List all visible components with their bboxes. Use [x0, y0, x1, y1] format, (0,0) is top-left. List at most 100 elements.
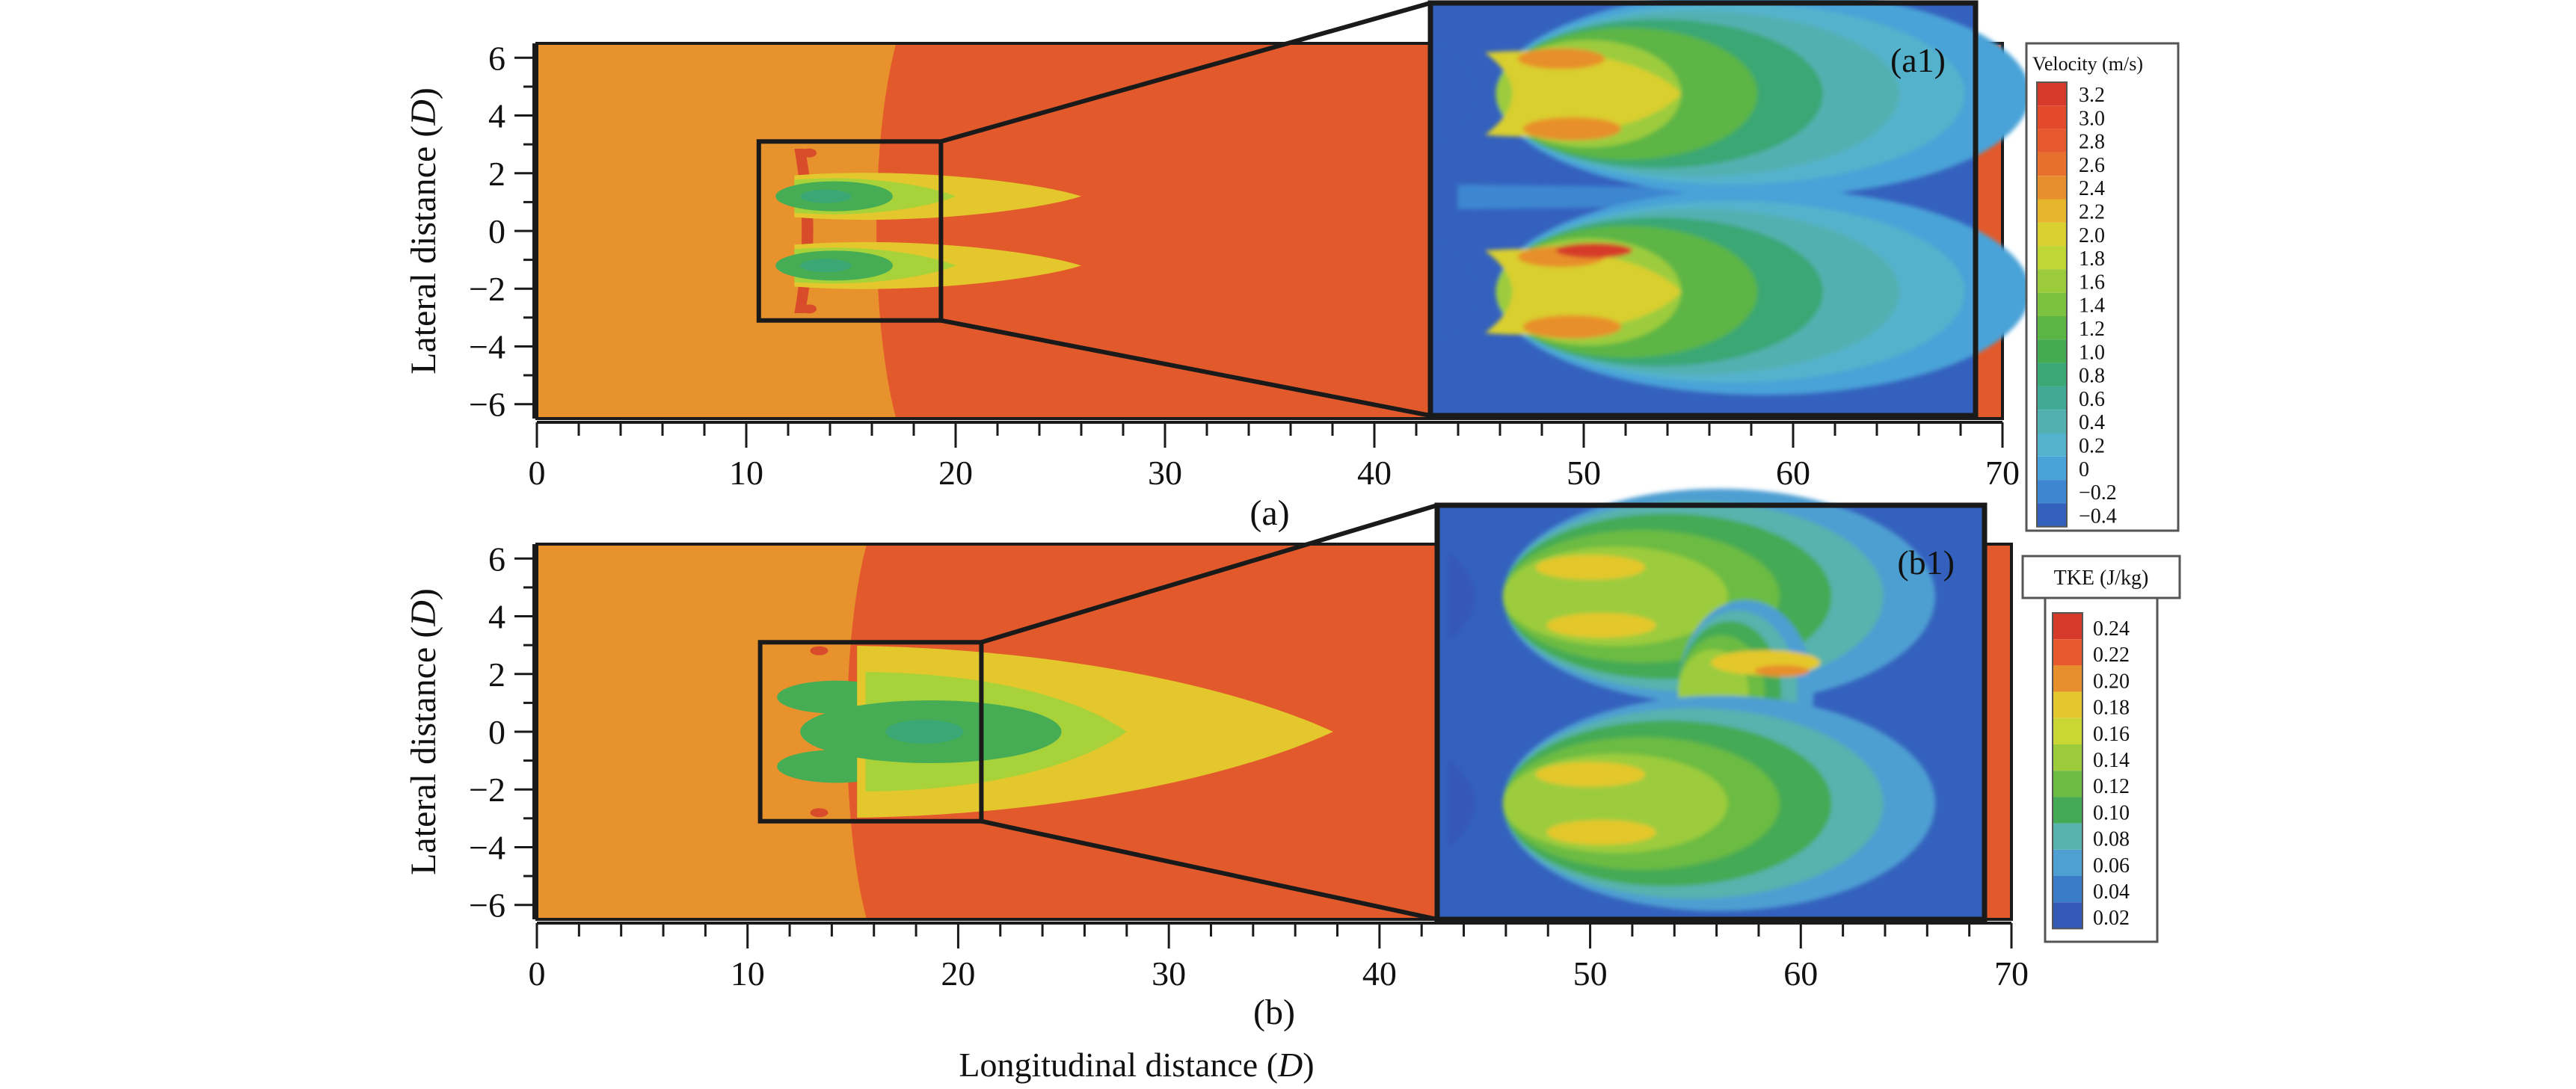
- legend-level: 0.16: [2093, 723, 2130, 746]
- legend-swatch: [2053, 691, 2082, 718]
- x-tick-label: 30: [1152, 954, 1186, 993]
- inset-lower-notch: [1448, 757, 1476, 849]
- y-tick-label: 4: [488, 598, 505, 636]
- legend-level: 0.4: [2079, 411, 2105, 434]
- legend-level: 2.4: [2079, 177, 2105, 200]
- legend-bar-frame: [2052, 612, 2083, 930]
- x-tick-label: 40: [1357, 454, 1392, 492]
- legend-level: 0.06: [2093, 854, 2130, 877]
- tip-spot-1: [802, 304, 817, 314]
- legend-level: 0.12: [2093, 775, 2130, 798]
- legend-swatch: [2037, 363, 2067, 386]
- legend-level: 0.02: [2093, 907, 2130, 930]
- legend-level: 1.8: [2079, 247, 2105, 271]
- y-tick-label: 0: [488, 713, 505, 751]
- x-tick-label: 70: [1994, 954, 2029, 993]
- zoom-box: [756, 139, 944, 323]
- y-tick-label: 4: [488, 97, 505, 135]
- legend-level: 0.24: [2093, 617, 2130, 641]
- merged-core-inner: [885, 720, 964, 744]
- legend-swatch: [2037, 316, 2067, 340]
- legend-swatch: [2053, 876, 2082, 903]
- x-tick-label: 50: [1567, 454, 1601, 492]
- legend-swatch: [2037, 129, 2067, 152]
- legend-title: TKE (J/kg): [2054, 567, 2149, 590]
- inset-frame: [1434, 502, 1988, 922]
- inset-peak: [1754, 664, 1810, 677]
- wake-core-inner-1: [800, 259, 852, 273]
- inset-lower-notch: [1441, 246, 1472, 338]
- x-tick-label: 20: [938, 454, 973, 492]
- zoom-connector-top: [940, 1, 1431, 144]
- legend-swatch: [2053, 639, 2082, 666]
- inset-peak: [1555, 243, 1632, 259]
- legend-level: 2.0: [2079, 224, 2105, 247]
- plot-frame: [535, 543, 2013, 921]
- legend-swatch: [2053, 902, 2082, 929]
- x-tick-label: 50: [1573, 954, 1608, 993]
- legend-swatch: [2037, 292, 2067, 316]
- legend-swatch: [2037, 246, 2067, 270]
- inset-lower-yellow-b: [1546, 820, 1656, 845]
- legend-level: 0.8: [2079, 365, 2105, 388]
- zoom-connector-bottom: [980, 818, 1438, 922]
- y-axis: 6 4 2 0 −2 −4 −6 Lateral distance (D): [404, 39, 535, 424]
- inset-frame: [1427, 0, 1979, 419]
- legend-swatch: [2053, 771, 2082, 798]
- legend-swatch: [2037, 176, 2067, 200]
- legend-level: −0.2: [2079, 481, 2117, 505]
- tip-spot-1: [810, 808, 829, 818]
- legend-level: 1.4: [2079, 294, 2105, 318]
- x-axis-title: Longitudinal distance (D): [959, 1046, 1314, 1084]
- x-axis: 0 10 20 30 40 50 60 70: [529, 922, 2029, 993]
- x-tick-label: 30: [1148, 454, 1182, 492]
- legend-swatch: [2037, 199, 2067, 223]
- legend-level: 2.8: [2079, 131, 2105, 154]
- inset-lower-yellow-a: [1535, 762, 1646, 787]
- legend: Velocity (m/s)3.23.02.82.62.42.22.01.81.…: [2025, 42, 2180, 532]
- legend-swatch: [2053, 613, 2082, 640]
- inset-label: (b1): [1897, 543, 1955, 581]
- inset: [1437, 488, 1985, 919]
- legend-swatch: [2037, 152, 2067, 176]
- inset-label: (a1): [1890, 41, 1946, 79]
- inset-upper-notch: [1441, 48, 1472, 140]
- inset-upper-orange-top: [1517, 48, 1605, 70]
- inset-upper-yellow-a: [1535, 555, 1646, 580]
- y-tick-label: −2: [469, 771, 505, 809]
- y-tick-label: 0: [488, 212, 505, 250]
- plot-frame: [535, 42, 2004, 420]
- y-axis-label-prefix: Lateral distance (: [404, 126, 443, 374]
- x-tick-label: 20: [941, 954, 975, 993]
- legend-swatch: [2053, 797, 2082, 824]
- y-axis-label-prefix: Lateral distance (: [404, 626, 443, 875]
- legend-level: 0.08: [2093, 828, 2130, 851]
- x-tick-label: 10: [729, 454, 763, 492]
- y-tick-label: 6: [488, 39, 505, 77]
- inset-lower-yellow: [1484, 249, 1682, 335]
- legend-swatch: [2037, 222, 2067, 247]
- y-tick-label: −6: [469, 886, 505, 925]
- y-tick-label: −6: [469, 386, 505, 424]
- panel-label: (b): [1253, 993, 1295, 1032]
- x-tick-label: 40: [1362, 954, 1397, 993]
- legend-level: 2.2: [2079, 201, 2105, 224]
- legend-swatch: [2053, 744, 2082, 771]
- legend-swatch: [2037, 269, 2067, 293]
- legend-level: 1.6: [2079, 271, 2105, 294]
- inset-upper-yellow: [1484, 51, 1682, 137]
- panel-label: (a): [1249, 493, 1289, 533]
- inset-upper-notch: [1448, 550, 1476, 642]
- legend-swatch: [2037, 386, 2067, 410]
- inset-lower-orange-bot: [1522, 315, 1622, 339]
- y-axis-label: Lateral distance (D): [404, 87, 443, 374]
- legend-level: 0.04: [2093, 880, 2130, 904]
- legend-level: 0.14: [2093, 749, 2130, 772]
- legend-swatch: [2053, 849, 2082, 876]
- zoom-box: [757, 640, 984, 824]
- x-axis-label-unit: D: [1277, 1046, 1303, 1084]
- x-tick-label: 0: [529, 454, 546, 492]
- x-axis-label-prefix: Longitudinal distance (: [959, 1046, 1278, 1084]
